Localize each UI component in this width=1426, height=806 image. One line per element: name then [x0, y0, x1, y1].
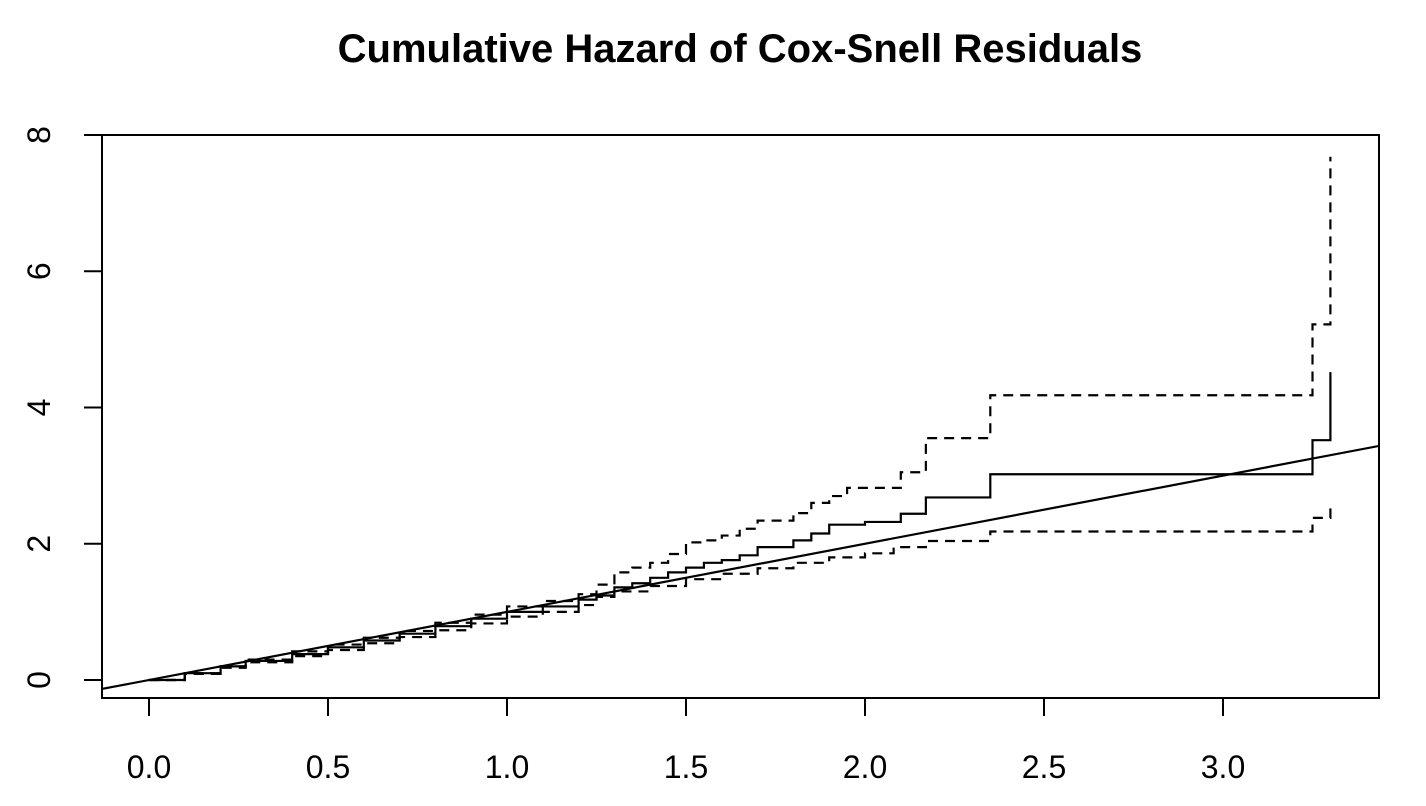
- x-axis: 0.0 0.5 1.0 1.5 2.0 2.5 3.0: [127, 698, 1245, 785]
- confidence-band-line: [149, 501, 1332, 682]
- y-tick-label: 2: [21, 535, 57, 553]
- y-axis: 0 2 4 6 8: [21, 126, 102, 689]
- plot-frame: [101, 134, 1380, 699]
- confidence-band-line: [149, 156, 1332, 682]
- series-layer: [102, 156, 1379, 690]
- x-tick-label: 1.0: [485, 749, 529, 785]
- x-tick-label: 3.0: [1201, 749, 1245, 785]
- x-tick-label: 0.0: [127, 749, 171, 785]
- x-tick-label: 2.0: [843, 749, 887, 785]
- x-tick-label: 1.5: [664, 749, 708, 785]
- reference-line: [102, 444, 1379, 690]
- x-tick-label: 2.5: [1022, 749, 1066, 785]
- chart-title: Cumulative Hazard of Cox-Snell Residuals: [338, 27, 1143, 71]
- y-tick-label: 0: [21, 671, 57, 689]
- x-tick-label: 0.5: [306, 749, 350, 785]
- y-tick-label: 8: [21, 126, 57, 144]
- y-tick-label: 4: [21, 399, 57, 417]
- y-tick-label: 6: [21, 262, 57, 280]
- cumulative-hazard-line: [149, 372, 1332, 682]
